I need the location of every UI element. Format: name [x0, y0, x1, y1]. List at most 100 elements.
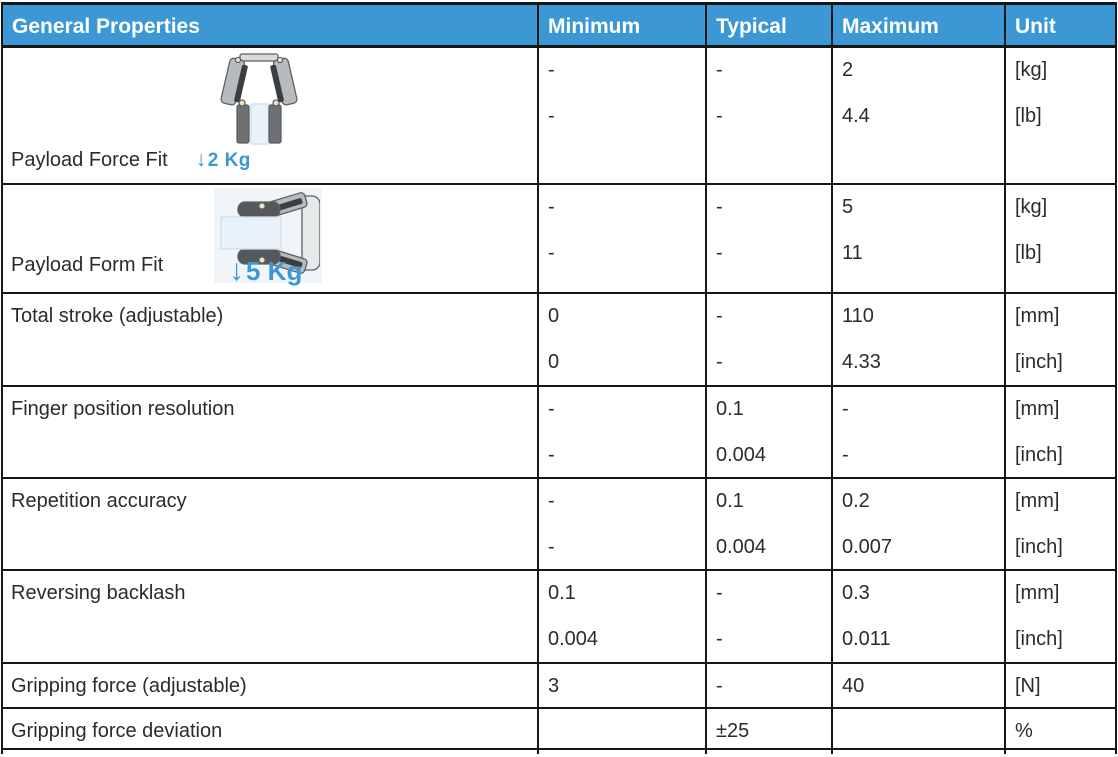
down-arrow-icon: ↓ — [195, 148, 207, 171]
cell-value: [lb] — [1015, 105, 1042, 127]
cell-value: [mm] — [1015, 398, 1060, 420]
table-row: Total stroke (adjustable) 0 0 - - 110 4.… — [3, 292, 1115, 385]
cell-unit: [kg] [lb] — [1004, 185, 1115, 292]
cell-maximum: 5 11 — [831, 185, 1004, 292]
cell-minimum — [537, 750, 705, 754]
table-row: Finger position resolution - - 0.1 0.004… — [3, 385, 1115, 477]
payload-value: 2 Kg — [207, 150, 251, 171]
payload-capacity-label: ↓2 Kg — [195, 148, 251, 171]
property-label: Payload Force Fit — [11, 149, 168, 171]
cell-value: - — [548, 105, 555, 127]
property-label: Gripping force deviation — [11, 720, 223, 742]
cell-value: - — [716, 675, 723, 697]
down-arrow-icon: ↓ — [229, 254, 244, 287]
cell-value: - — [842, 398, 849, 420]
cell-value: [inch] — [1015, 444, 1063, 466]
cell-value: - — [548, 398, 555, 420]
cell-maximum: 40 — [831, 664, 1004, 707]
cell-minimum — [537, 709, 705, 748]
cell-value: - — [716, 196, 723, 218]
cell-value: [inch] — [1015, 628, 1063, 650]
cell-typical — [705, 750, 831, 754]
cell-property: Gripping force (adjustable) — [3, 664, 537, 707]
cell-value: 0.004 — [716, 444, 767, 466]
cell-value: 0.007 — [842, 536, 893, 558]
header-cell-minimum: Minimum — [537, 5, 705, 45]
cell-value: - — [716, 242, 723, 264]
cell-value: - — [716, 305, 723, 327]
cell-unit: % — [1004, 709, 1115, 748]
cell-unit: [kg] [lb] — [1004, 48, 1115, 183]
cell-value: [inch] — [1015, 351, 1063, 373]
table-header-row: General Properties Minimum Typical Maxim… — [3, 5, 1115, 48]
cell-unit: [N] — [1004, 664, 1115, 707]
cell-property: Payload Form Fit ↓5 Kg — [3, 185, 537, 292]
cell-minimum: - - — [537, 48, 705, 183]
cell-minimum: 0 0 — [537, 294, 705, 385]
cell-value: - — [548, 196, 555, 218]
cell-value: [inch] — [1015, 536, 1063, 558]
cell-maximum: 0.2 0.007 — [831, 479, 1004, 569]
gripper-form-fit-drawing — [220, 192, 321, 274]
cell-value: [mm] — [1015, 305, 1060, 327]
cell-value: 0 — [548, 305, 560, 327]
cell-value: - — [842, 444, 849, 466]
cell-value: 11 — [842, 242, 863, 264]
cell-value: 2 — [842, 59, 854, 81]
cell-value: - — [548, 59, 555, 81]
header-cell-unit: Unit — [1004, 5, 1115, 45]
gripper-force-fit-drawing — [220, 53, 298, 145]
property-label: Finger position resolution — [11, 398, 235, 420]
table-row: Gripping force deviation ±25 % — [3, 707, 1115, 748]
cell-value: [kg] — [1015, 59, 1048, 81]
cell-minimum: 0.1 0.004 — [537, 571, 705, 662]
cell-value: 110 — [842, 305, 874, 327]
cell-property: Finger position resolution — [3, 387, 537, 477]
cell-value: - — [548, 490, 555, 512]
table-row: Payload Force Fit ↓2 Kg - - - - 2 4.4 [kg… — [3, 48, 1115, 183]
cell-minimum: - - — [537, 479, 705, 569]
table-row: Repetition accuracy - - 0.1 0.004 0.2 0.… — [3, 477, 1115, 569]
table-row: Reversing backlash 0.1 0.004 - - 0.3 0.0… — [3, 569, 1115, 662]
header-cell-property: General Properties — [12, 15, 200, 38]
cell-value: [mm] — [1015, 490, 1060, 512]
cell-property: Reversing backlash — [3, 571, 537, 662]
cell-value: 0.004 — [548, 628, 599, 650]
cell-value — [539, 716, 705, 746]
payload-value: 5 Kg — [246, 256, 303, 286]
property-label: Payload Form Fit — [11, 254, 164, 276]
cell-value: - — [716, 351, 723, 373]
cell-value: 0.011 — [842, 628, 891, 650]
cell-maximum: 0.3 0.011 — [831, 571, 1004, 662]
cell-typical: - — [705, 664, 831, 707]
cell-minimum: - - — [537, 185, 705, 292]
cell-property: Gripping force deviation — [3, 709, 537, 748]
cell-value: - — [716, 59, 723, 81]
cell-value: 0.1 — [716, 490, 744, 512]
cell-value: - — [548, 536, 555, 558]
cell-value: - — [716, 628, 723, 650]
cell-value: 0.2 — [842, 490, 870, 512]
cell-value: 0 — [548, 351, 560, 373]
property-label: Repetition accuracy — [11, 490, 187, 512]
cell-value: 4.4 — [842, 105, 870, 127]
cell-value: - — [548, 242, 555, 264]
cell-typical: - - — [705, 185, 831, 292]
cell-unit: [mm] [inch] — [1004, 479, 1115, 569]
cell-unit — [1004, 750, 1115, 754]
cell-value — [833, 716, 1004, 746]
cell-value: 0.1 — [716, 398, 744, 420]
property-label: Reversing backlash — [11, 582, 186, 604]
header-cell-maximum: Maximum — [831, 5, 1004, 45]
cell-maximum: 110 4.33 — [831, 294, 1004, 385]
cell-property: Total stroke (adjustable) — [3, 294, 537, 385]
cell-typical: 0.1 0.004 — [705, 479, 831, 569]
cell-value: [lb] — [1015, 242, 1042, 264]
table-row: Gripping force (adjustable) 3 - 40 [N] — [3, 662, 1115, 707]
cell-value: 3 — [548, 675, 560, 697]
cell-value: - — [716, 105, 723, 127]
cell-typical: - - — [705, 48, 831, 183]
cell-unit: [mm] [inch] — [1004, 387, 1115, 477]
cell-property: Repetition accuracy — [3, 479, 537, 569]
